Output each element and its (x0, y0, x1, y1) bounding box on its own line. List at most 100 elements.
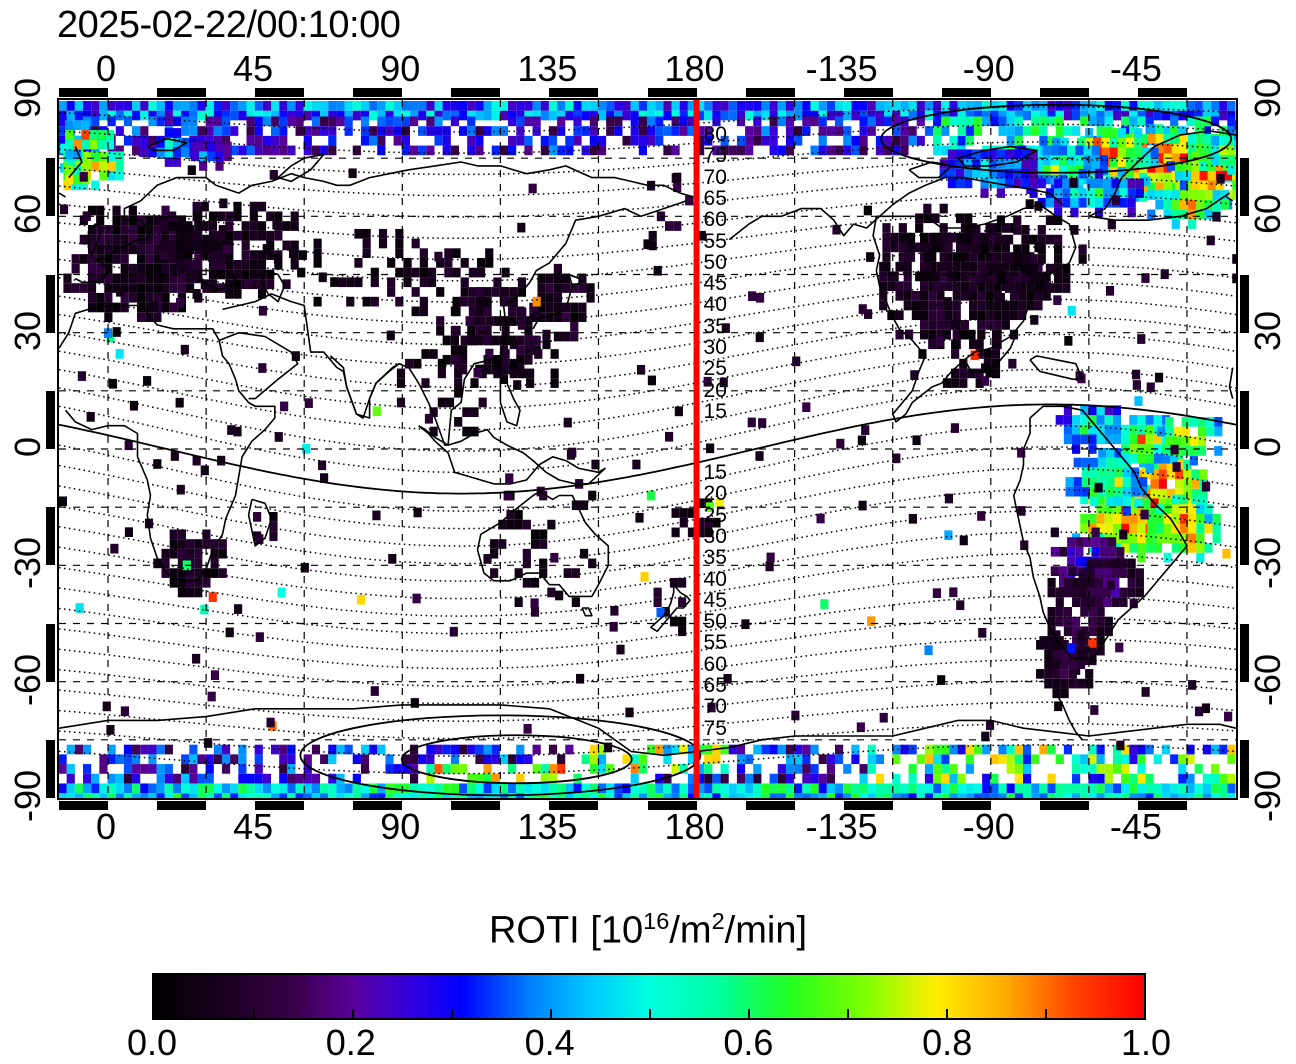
roti-cell (1096, 783, 1105, 794)
roti-cell (802, 773, 811, 784)
roti-cell (200, 201, 209, 212)
roti-cell (1145, 110, 1154, 121)
roti-cell (74, 793, 84, 798)
roti-cell (548, 773, 558, 784)
roti-cell (1050, 155, 1059, 165)
colorbar[interactable] (152, 973, 1146, 1020)
roti-cell (505, 473, 514, 484)
roti-cell (225, 230, 234, 241)
roti-cell (426, 116, 435, 127)
roti-cell (1196, 133, 1205, 144)
top-longitude-axis-labels: 0 45 90 135 180 -135 -90 -45 (57, 48, 1238, 89)
roti-cell (648, 230, 657, 241)
axis-tick-label: 60 (1247, 194, 1288, 235)
roti-cell (426, 126, 435, 136)
roti-cell (1104, 793, 1113, 798)
roti-cell (1165, 417, 1174, 427)
roti-cell (1006, 783, 1015, 794)
roti-cell (1137, 764, 1146, 774)
roti-cell (372, 510, 381, 521)
colorbar-tick (946, 1009, 948, 1018)
roti-cell (1096, 126, 1105, 136)
roti-cell (254, 116, 263, 127)
roti-cell (437, 358, 446, 369)
roti-cell (720, 764, 729, 774)
roti-cell (933, 783, 942, 794)
roti-cell (225, 259, 234, 270)
roti-cell (271, 793, 280, 798)
roti-cell (747, 417, 756, 428)
roti-cell (1204, 199, 1213, 210)
roti-cell (1235, 145, 1236, 156)
roti-cell (1063, 744, 1073, 755)
roti-cell (1137, 773, 1146, 784)
roti-cell (975, 368, 984, 379)
roti-cell (766, 552, 775, 563)
roti-cell (1122, 506, 1131, 516)
roti-cell (311, 145, 321, 156)
roti-cell (851, 793, 860, 798)
roti-cell (467, 335, 476, 346)
roti-cell (941, 773, 950, 784)
roti-cell (287, 744, 296, 755)
roti-cell (952, 329, 961, 340)
roti-cell (516, 754, 525, 765)
roti-cell (1086, 188, 1095, 198)
roti-cell (704, 754, 713, 765)
roti-cell (132, 145, 141, 156)
roti-cell (1050, 527, 1059, 538)
axis-tick-bar (647, 801, 697, 810)
roti-cell (982, 100, 991, 111)
roti-cell (755, 451, 764, 461)
roti-cell (1199, 469, 1208, 480)
roti-cell (393, 793, 402, 798)
map-plot-area[interactable] (57, 98, 1238, 800)
roti-cell (412, 593, 421, 604)
roti-cell (973, 110, 983, 121)
roti-cell (981, 363, 990, 374)
roti-cell (1201, 703, 1211, 714)
roti-cell (1014, 793, 1023, 798)
roti-cell (561, 312, 571, 322)
roti-cell (1094, 482, 1103, 493)
axis-tick-bar (500, 801, 550, 810)
roti-cell (669, 616, 679, 627)
roti-cell (128, 225, 137, 235)
roti-cell (426, 783, 435, 794)
roti-cell (951, 349, 960, 359)
roti-cell (192, 240, 201, 251)
roti-cell (434, 116, 443, 127)
roti-cell (1096, 415, 1105, 425)
roti-cell (1145, 434, 1154, 445)
roti-cell (1009, 300, 1019, 311)
roti-cell (1055, 415, 1064, 425)
coastline (1088, 192, 1230, 221)
roti-cell (356, 594, 366, 605)
roti-cell (254, 773, 263, 784)
roti-cell (508, 316, 517, 326)
roti-cell (336, 100, 345, 111)
roti-cell (346, 277, 355, 288)
roti-cell (1029, 273, 1038, 284)
roti-cell (476, 316, 486, 326)
roti-cell (1047, 110, 1056, 121)
roti-cell (1145, 116, 1154, 127)
roti-cell (377, 100, 386, 111)
axis-tick-bar (402, 88, 452, 97)
roti-cell (320, 116, 329, 127)
roti-cell (200, 250, 209, 260)
roti-cell (1137, 334, 1146, 344)
roti-cell (818, 145, 827, 156)
axis-tick-bar (353, 801, 403, 810)
roti-cell (1080, 597, 1089, 608)
roti-cell (802, 764, 811, 774)
roti-cell (86, 412, 95, 422)
roti-cell (1137, 523, 1146, 534)
roti-cell (1210, 783, 1220, 794)
roti-cell (442, 100, 451, 111)
roti-cell (493, 277, 502, 288)
roti-cell (1055, 793, 1064, 798)
roti-cell (1047, 783, 1056, 794)
roti-cell (834, 116, 844, 127)
roti-cell (712, 110, 721, 121)
